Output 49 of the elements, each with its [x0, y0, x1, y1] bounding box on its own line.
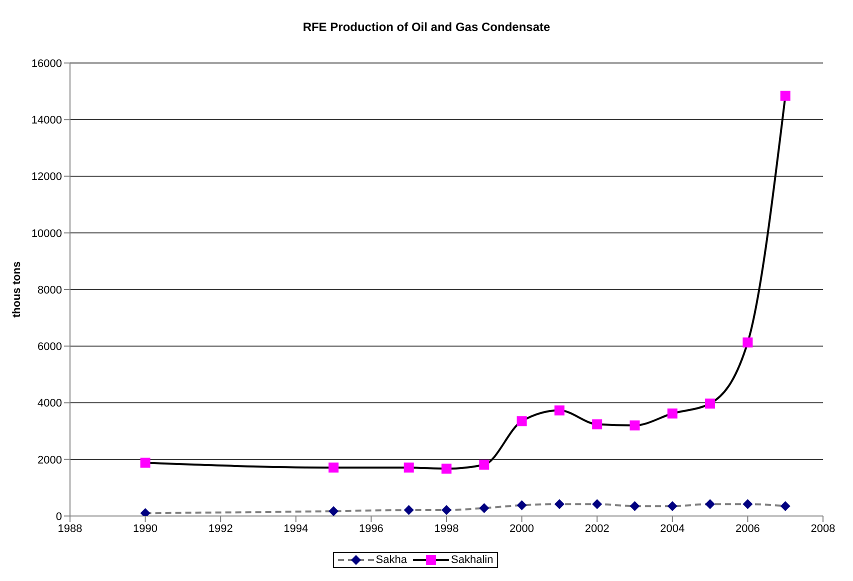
y-tick-label: 12000 [31, 171, 62, 184]
point [404, 505, 414, 516]
point [554, 405, 564, 416]
point [742, 337, 753, 348]
chart-title: RFE Production of Oil and Gas Condensate [302, 19, 552, 36]
point [630, 501, 640, 512]
x-tick-label: 1996 [358, 522, 384, 535]
point [554, 499, 564, 510]
legend-label: Sakha [374, 554, 407, 566]
point [479, 503, 490, 514]
y-tick-label: 0 [56, 510, 62, 523]
x-tick-label: 2006 [735, 522, 760, 535]
point [705, 499, 716, 510]
x-tick-label: 1988 [58, 522, 82, 535]
point [328, 506, 339, 516]
point [140, 458, 150, 468]
point [516, 416, 527, 426]
y-tick-label: 10000 [31, 228, 62, 240]
point [780, 90, 790, 101]
x-tick-label: 2008 [810, 522, 836, 535]
y-tick-label: 16000 [31, 58, 62, 70]
y-tick-label: 14000 [31, 114, 62, 127]
point [705, 398, 716, 409]
y-tick-label: 8000 [38, 284, 62, 296]
y-axis-title: thous tons [10, 261, 23, 318]
point [592, 419, 602, 430]
point [442, 505, 452, 516]
point [667, 408, 678, 419]
point [630, 420, 640, 430]
point [780, 501, 790, 512]
point [328, 462, 339, 473]
y-tick-label: 6000 [38, 341, 62, 354]
x-tick-label: 2002 [584, 522, 610, 535]
y-tick-label: 4000 [38, 398, 62, 410]
legend-label: Sakhalin [450, 554, 494, 566]
x-tick-label: 1994 [284, 522, 308, 535]
point [742, 499, 753, 510]
point [516, 500, 527, 510]
x-tick-label: 2004 [660, 522, 685, 535]
point [442, 464, 452, 474]
x-tick-label: 1998 [434, 522, 459, 535]
y-tick-label: 2000 [38, 454, 62, 466]
x-tick-label: 1992 [208, 522, 233, 535]
point [479, 460, 490, 470]
x-tick-label: 1990 [133, 522, 158, 535]
point [404, 462, 414, 473]
x-tick-label: 2000 [510, 522, 534, 535]
point [592, 499, 602, 510]
point [667, 501, 678, 512]
